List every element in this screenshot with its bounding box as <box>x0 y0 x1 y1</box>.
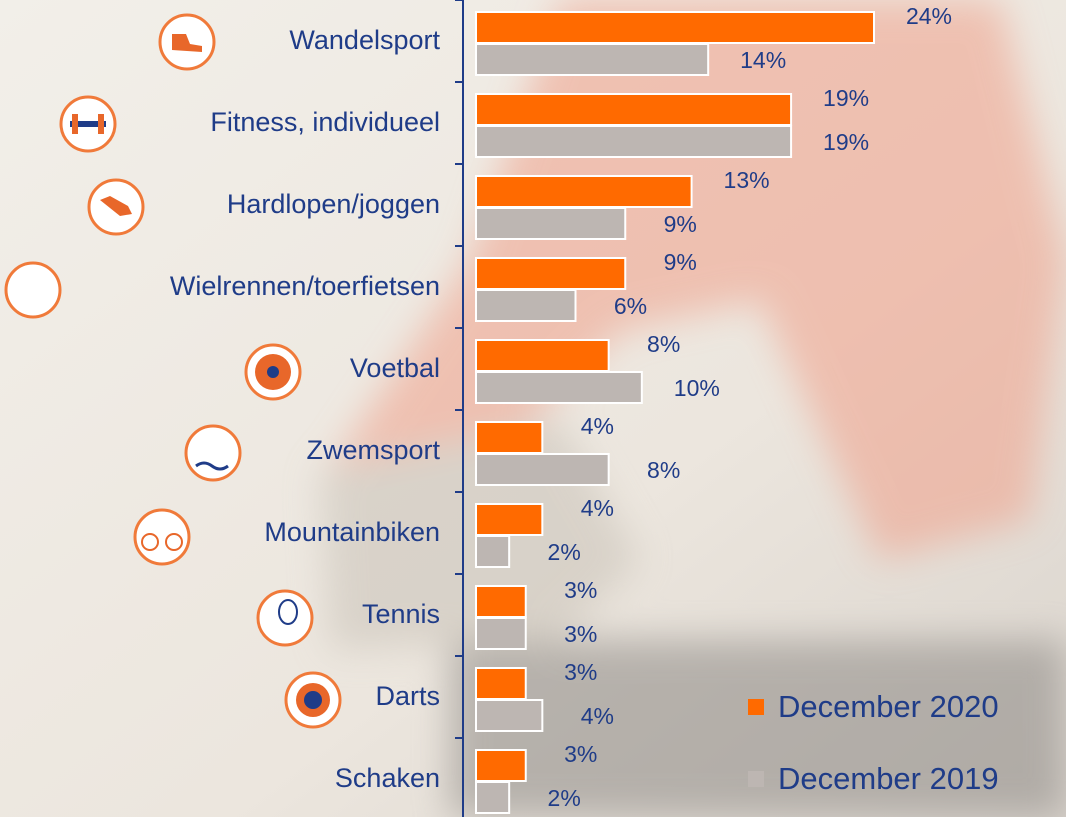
bar <box>475 503 544 536</box>
icon-glyph <box>98 114 104 134</box>
value-label: 3% <box>564 741 597 767</box>
bar <box>475 535 511 568</box>
bar <box>475 667 527 700</box>
value-label: 9% <box>664 211 697 237</box>
bar <box>475 289 577 322</box>
icon-glyph <box>195 461 229 471</box>
value-label: 2% <box>548 539 581 565</box>
bar <box>475 781 511 814</box>
icon-glyph <box>267 366 279 378</box>
bar <box>475 339 610 372</box>
value-label: 4% <box>581 413 614 439</box>
icon <box>4 261 62 319</box>
bar <box>475 257 627 290</box>
category-label: Wielrennen/toerfietsen <box>170 271 440 301</box>
icon-glyph <box>70 121 106 127</box>
icon <box>256 589 314 647</box>
icon-glyph <box>278 599 298 625</box>
category-label: Fitness, individueel <box>210 107 440 137</box>
bar <box>475 125 793 158</box>
category-label: Mountainbiken <box>264 517 440 547</box>
bar <box>475 585 527 618</box>
value-label: 4% <box>581 495 614 521</box>
icon-glyph <box>304 691 322 709</box>
bar <box>475 421 544 454</box>
icon-glyph <box>165 533 183 551</box>
value-label: 19% <box>823 85 869 111</box>
icon-glyph <box>100 196 132 216</box>
bar <box>475 43 710 76</box>
bar <box>475 749 527 782</box>
icon-glyph <box>141 533 159 551</box>
category-label: Tennis <box>362 599 440 629</box>
value-label: 6% <box>614 293 647 319</box>
category-label: Zwemsport <box>306 435 440 465</box>
category-label: Voetbal <box>350 353 440 383</box>
icon-glyph <box>72 114 78 134</box>
icon <box>184 424 242 482</box>
value-label: 9% <box>664 249 697 275</box>
legend-swatch <box>748 699 764 715</box>
value-label: 8% <box>647 457 680 483</box>
bar <box>475 175 693 208</box>
value-label: 3% <box>564 621 597 647</box>
value-label: 19% <box>823 129 869 155</box>
value-label: 3% <box>564 577 597 603</box>
bar <box>475 11 875 44</box>
legend-swatch <box>748 771 764 787</box>
icon-glyph <box>172 34 202 52</box>
bar <box>475 371 643 404</box>
value-label: 24% <box>906 3 952 29</box>
bar <box>475 617 527 650</box>
value-label: 14% <box>740 47 786 73</box>
legend-label: December 2020 <box>778 689 999 724</box>
value-label: 8% <box>647 331 680 357</box>
icon-glyphs <box>70 34 330 717</box>
value-label: 13% <box>724 167 770 193</box>
value-label: 10% <box>674 375 720 401</box>
bar <box>475 93 793 126</box>
legend-label: December 2019 <box>778 761 999 796</box>
value-label: 3% <box>564 659 597 685</box>
bar <box>475 699 544 732</box>
category-label: Hardlopen/joggen <box>227 189 440 219</box>
category-label: Schaken <box>335 763 440 793</box>
value-label: 2% <box>548 785 581 811</box>
value-label: 4% <box>581 703 614 729</box>
bar <box>475 453 610 486</box>
category-label: Darts <box>375 681 440 711</box>
category-label: Wandelsport <box>289 25 440 55</box>
bar <box>475 207 627 240</box>
